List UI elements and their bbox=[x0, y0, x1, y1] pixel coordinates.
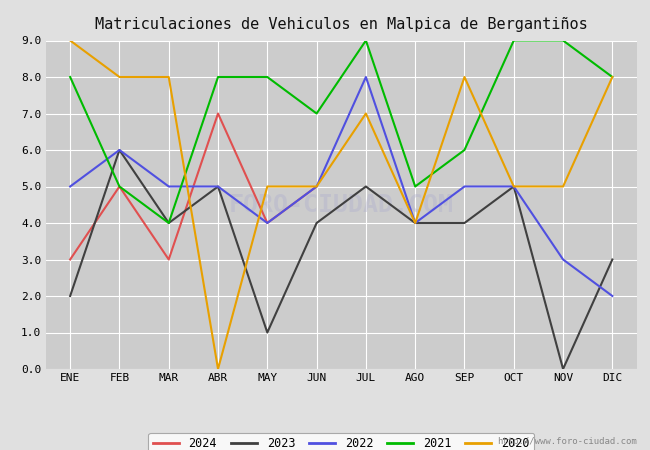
2023 bbox=[510, 184, 517, 189]
2021 bbox=[66, 74, 74, 80]
2023 bbox=[608, 257, 616, 262]
2023 bbox=[313, 220, 320, 226]
2021 bbox=[411, 184, 419, 189]
2021 bbox=[165, 220, 173, 226]
Line: 2022: 2022 bbox=[70, 77, 612, 296]
2021 bbox=[263, 74, 271, 80]
2020 bbox=[411, 220, 419, 226]
2023 bbox=[559, 366, 567, 372]
Line: 2024: 2024 bbox=[70, 113, 317, 260]
2021 bbox=[313, 111, 320, 116]
2020 bbox=[214, 366, 222, 372]
2023 bbox=[461, 220, 469, 226]
Legend: 2024, 2023, 2022, 2021, 2020: 2024, 2023, 2022, 2021, 2020 bbox=[148, 432, 534, 450]
2023 bbox=[362, 184, 370, 189]
2024 bbox=[66, 257, 74, 262]
2023 bbox=[116, 147, 124, 153]
2021 bbox=[608, 74, 616, 80]
2020 bbox=[313, 184, 320, 189]
Text: FORO-CIUDAD.COM: FORO-CIUDAD.COM bbox=[229, 193, 454, 217]
2022 bbox=[214, 184, 222, 189]
2023 bbox=[411, 220, 419, 226]
Text: http://www.foro-ciudad.com: http://www.foro-ciudad.com bbox=[497, 436, 637, 446]
2023 bbox=[66, 293, 74, 299]
Title: Matriculaciones de Vehiculos en Malpica de Bergantiños: Matriculaciones de Vehiculos en Malpica … bbox=[95, 18, 588, 32]
2020 bbox=[559, 184, 567, 189]
2020 bbox=[66, 38, 74, 43]
2020 bbox=[608, 74, 616, 80]
2024 bbox=[116, 184, 124, 189]
Line: 2023: 2023 bbox=[70, 150, 612, 369]
2021 bbox=[510, 38, 517, 43]
2020 bbox=[362, 111, 370, 116]
2021 bbox=[461, 147, 469, 153]
2022 bbox=[165, 184, 173, 189]
Line: 2021: 2021 bbox=[70, 40, 612, 223]
2020 bbox=[461, 74, 469, 80]
2023 bbox=[263, 330, 271, 335]
2020 bbox=[510, 184, 517, 189]
2022 bbox=[411, 220, 419, 226]
2022 bbox=[66, 184, 74, 189]
2022 bbox=[559, 257, 567, 262]
2022 bbox=[510, 184, 517, 189]
2022 bbox=[263, 220, 271, 226]
2020 bbox=[116, 74, 124, 80]
2024 bbox=[214, 111, 222, 116]
2020 bbox=[263, 184, 271, 189]
2024 bbox=[263, 220, 271, 226]
2023 bbox=[214, 184, 222, 189]
2021 bbox=[559, 38, 567, 43]
2022 bbox=[116, 147, 124, 153]
Line: 2020: 2020 bbox=[70, 40, 612, 369]
2022 bbox=[461, 184, 469, 189]
2021 bbox=[116, 184, 124, 189]
2021 bbox=[362, 38, 370, 43]
2024 bbox=[313, 184, 320, 189]
2020 bbox=[165, 74, 173, 80]
2022 bbox=[313, 184, 320, 189]
2024 bbox=[165, 257, 173, 262]
2022 bbox=[608, 293, 616, 299]
2023 bbox=[165, 220, 173, 226]
2021 bbox=[214, 74, 222, 80]
2022 bbox=[362, 74, 370, 80]
